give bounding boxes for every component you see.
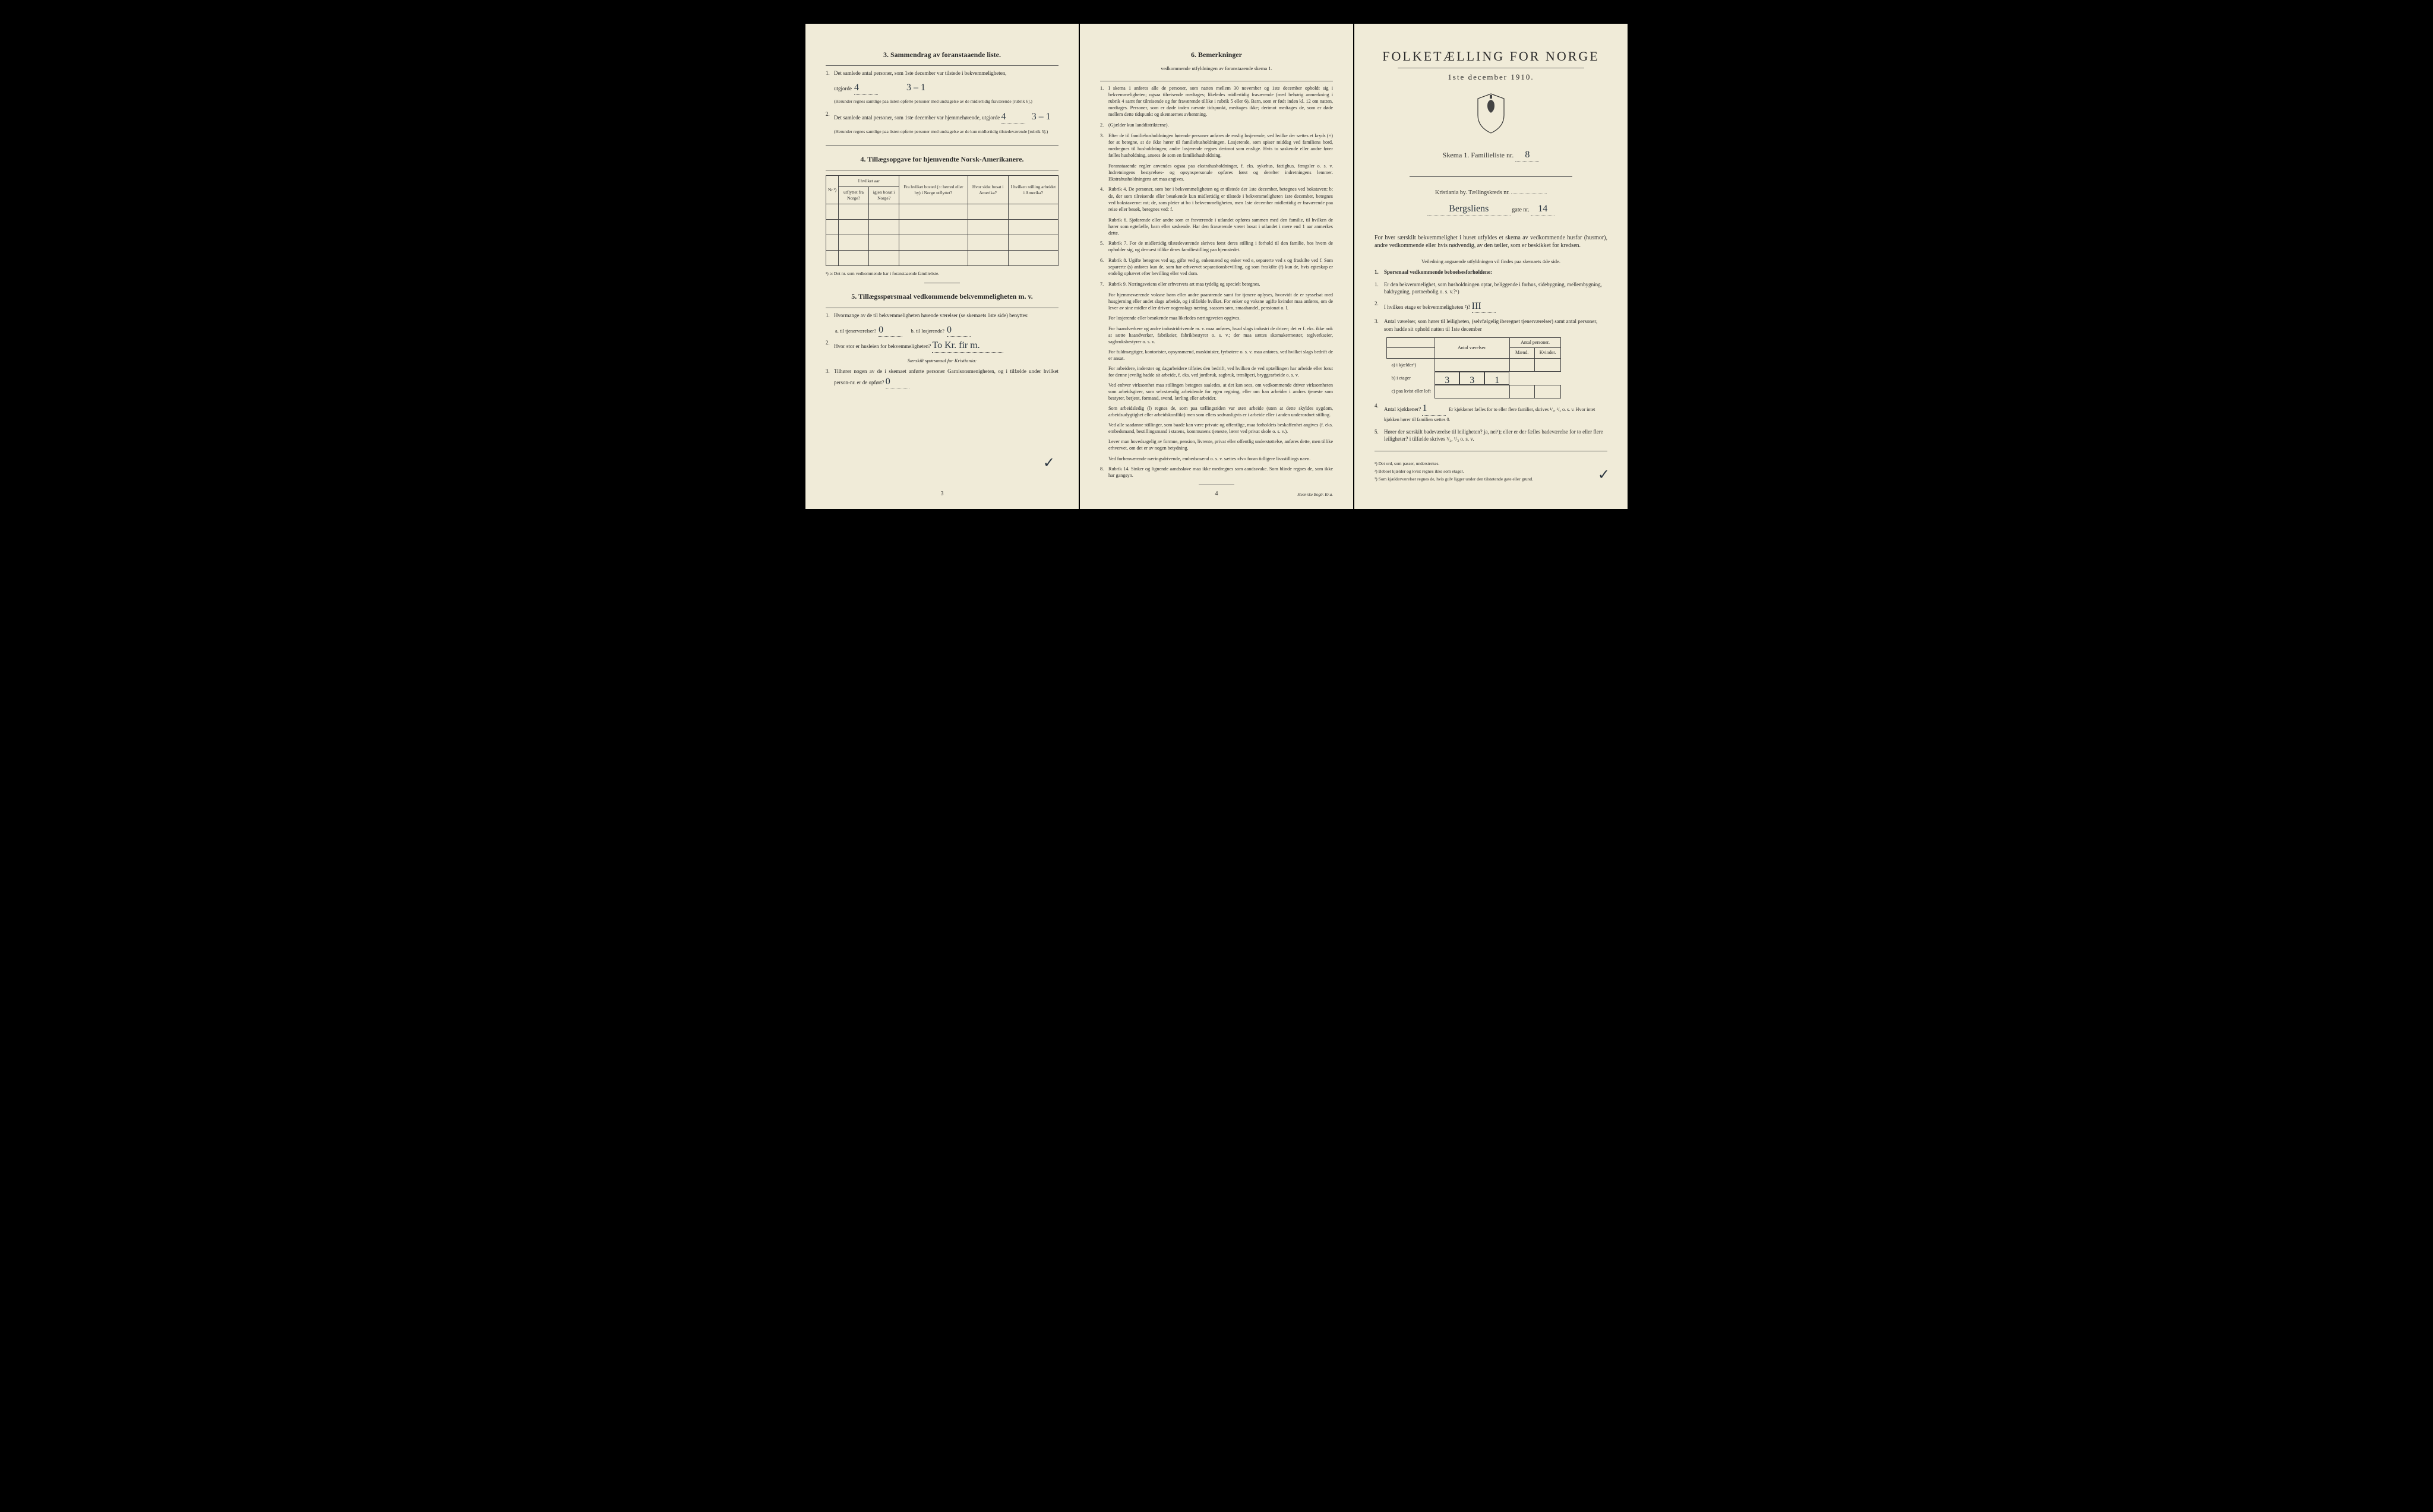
remark-item: 1.I skema 1 anføres alle de personer, so… bbox=[1100, 85, 1333, 118]
cover-q2: 2. I hvilken etage er bekvemmeligheten ²… bbox=[1375, 300, 1607, 314]
s3-q2: 2. Det samlede antal personer, som 1ste … bbox=[826, 110, 1058, 124]
check-mark-icon: ✓ bbox=[1043, 454, 1055, 473]
table-row bbox=[826, 220, 1058, 235]
women-etager: 1 bbox=[1484, 372, 1509, 385]
remark-sub: Rubrik 6. Sjøfarende eller andre som er … bbox=[1100, 217, 1333, 236]
guide-text: Veiledning angaaende utfyldningen vil fi… bbox=[1375, 258, 1607, 265]
remark-8: 8. Rubrik 14. Sinker og lignende aandssl… bbox=[1100, 466, 1333, 479]
s3-q2-annotation: 3 – 1 bbox=[1032, 110, 1051, 124]
section-5-title: 5. Tillægsspørsmaal vedkommende bekvemme… bbox=[826, 292, 1058, 301]
remark-paragraph: Lever man hovedsagelig av formue, pensio… bbox=[1100, 438, 1333, 451]
table-row: b) i etager 3 3 1 bbox=[1387, 372, 1561, 385]
intro-text: For hver særskilt bekvemmelighet i huset… bbox=[1375, 234, 1607, 250]
men-etager: 3 bbox=[1459, 372, 1484, 385]
s3-q2-note: (Herunder regnes samtlige paa listen opf… bbox=[826, 129, 1058, 135]
page-3: 3. Sammendrag av foranstaaende liste. 1.… bbox=[805, 24, 1079, 509]
coat-of-arms-icon bbox=[1474, 93, 1508, 134]
s5-q1a-value: 0 bbox=[879, 324, 902, 337]
skema-line: Skema 1. Familieliste nr. 8 bbox=[1375, 148, 1607, 162]
remark-item: 4.Rubrik 4. De personer, som bor i bekve… bbox=[1100, 186, 1333, 212]
page-number: 4 bbox=[1215, 490, 1218, 498]
page-4: 6. Bemerkninger vedkommende utfyldningen… bbox=[1080, 24, 1353, 509]
remark-item: 7.Rubrik 9. Næringsveiens eller erhverve… bbox=[1100, 281, 1333, 287]
table-row bbox=[826, 235, 1058, 251]
s5-q3: 3. Tilhører nogen av de i skemaet anført… bbox=[826, 368, 1058, 388]
s5-q3-value: 0 bbox=[886, 375, 909, 389]
s3-q1-note: (Herunder regnes samtlige paa listen opf… bbox=[826, 99, 1058, 105]
city-line: Kristiania by. Tællingskreds nr. bbox=[1375, 189, 1607, 197]
census-document: 3. Sammendrag av foranstaaende liste. 1.… bbox=[805, 24, 1628, 509]
s3-q1-value-line: utgjorde 4 3 – 1 bbox=[826, 81, 1058, 95]
s5-q2: 2. Hvor stor er husleien for bekvemmelig… bbox=[826, 339, 1058, 353]
remark-paragraph: Som arbeidsledig (l) regnes de, som paa … bbox=[1100, 405, 1333, 418]
table-row bbox=[826, 251, 1058, 266]
s3-q2-value: 4 bbox=[1001, 110, 1025, 124]
s3-q1-value: 4 bbox=[854, 81, 878, 95]
etage-value: III bbox=[1472, 300, 1496, 314]
table-row bbox=[826, 204, 1058, 220]
s3-q1-annotation: 3 – 1 bbox=[906, 81, 925, 94]
section-6-title: 6. Bemerkninger bbox=[1100, 50, 1333, 59]
street-name: Bergsliens bbox=[1427, 203, 1511, 216]
remark-paragraph: Ved forhenværende næringsdrivende, embed… bbox=[1100, 456, 1333, 462]
cover-q1: 1. Er den bekvemmelighet, som husholdnin… bbox=[1375, 281, 1607, 295]
remark-paragraph: For hjemmeværende voksne børn eller andr… bbox=[1100, 292, 1333, 311]
street-line: Bergsliens gate nr. 14 bbox=[1375, 203, 1607, 216]
questions-heading: 1. Spørsmaal vedkommende beboelsesforhol… bbox=[1375, 268, 1607, 276]
s5-q1: 1. Hvormange av de til bekvemmeligheten … bbox=[826, 312, 1058, 319]
s5-q1b-value: 0 bbox=[947, 324, 971, 337]
census-title: FOLKETÆLLING FOR NORGE bbox=[1375, 48, 1607, 65]
section-3-title: 3. Sammendrag av foranstaaende liste. bbox=[826, 50, 1058, 59]
kitchens-value: 1 bbox=[1422, 402, 1446, 416]
cover-q3: 3. Antal værelser, som hører til leiligh… bbox=[1375, 318, 1607, 332]
rooms-etager: 3 bbox=[1434, 372, 1459, 385]
remark-item: 5.Rubrik 7. For de midlertidig tilstedev… bbox=[1100, 240, 1333, 253]
cover-q5: 5. Hører der særskilt badeværelse til le… bbox=[1375, 428, 1607, 442]
s4-footnote: ¹) ɔ: Det nr. som vedkommende har i fora… bbox=[826, 271, 1058, 277]
table-row: c) paa kvist eller loft bbox=[1387, 385, 1561, 398]
table-row: a) i kjælder³) bbox=[1387, 359, 1561, 372]
page-cover: FOLKETÆLLING FOR NORGE 1ste december 191… bbox=[1354, 24, 1628, 509]
remark-paragraph: For fuldmægtiger, kontorister, opsynsmæn… bbox=[1100, 349, 1333, 362]
familieliste-nr: 8 bbox=[1515, 148, 1539, 162]
remark-paragraph: For haandverkere og andre industridriven… bbox=[1100, 325, 1333, 345]
section-4-title: 4. Tillægsopgave for hjemvendte Norsk-Am… bbox=[826, 154, 1058, 164]
s3-q1: 1. Det samlede antal personer, som 1ste … bbox=[826, 69, 1058, 77]
section-6-subtitle: vedkommende utfyldningen av foranstaaend… bbox=[1100, 65, 1333, 72]
remark-item: 3.Efter de til familiehusholdningen høre… bbox=[1100, 132, 1333, 159]
remark-sub: Foranstaaende regler anvendes ogsaa paa … bbox=[1100, 163, 1333, 182]
remark-paragraph: For losjerende eller besøkende maa likel… bbox=[1100, 315, 1333, 321]
street-number: 14 bbox=[1531, 203, 1554, 216]
check-mark-icon: ✓ bbox=[1598, 466, 1610, 485]
emigrant-table: Nr.¹) I hvilket aar Fra hvilket bosted (… bbox=[826, 175, 1058, 266]
cover-q4: 4. Antal kjøkkener? 1 Er kjøkkenet fælle… bbox=[1375, 402, 1607, 423]
remark-paragraph: For arbeidere, inderster og dagarbeidere… bbox=[1100, 365, 1333, 378]
rooms-table: Antal værelser. Antal personer. Mænd. Kv… bbox=[1386, 337, 1561, 399]
page-number: 3 bbox=[941, 490, 944, 498]
remark-item: 2.(Gjælder kun landdistrikterne). bbox=[1100, 122, 1333, 128]
printer-credit: Steen'ske Bogtr. Kr.a. bbox=[1297, 492, 1333, 498]
footnotes: ¹) Det ord, som passer, understrekes. ²)… bbox=[1375, 461, 1607, 482]
census-date: 1ste december 1910. bbox=[1375, 72, 1607, 83]
remark-paragraph: Ved alle saadanne stillinger, som baade … bbox=[1100, 422, 1333, 435]
s5-special-heading: Særskilt spørsmaal for Kristiania: bbox=[826, 358, 1058, 364]
remark-paragraph: Ved enhver virksomhet maa stillingen bet… bbox=[1100, 382, 1333, 401]
s5-q2-value: To Kr. fir m. bbox=[932, 339, 1003, 353]
remark-item: 6.Rubrik 8. Ugifte betegnes ved ug, gift… bbox=[1100, 257, 1333, 277]
